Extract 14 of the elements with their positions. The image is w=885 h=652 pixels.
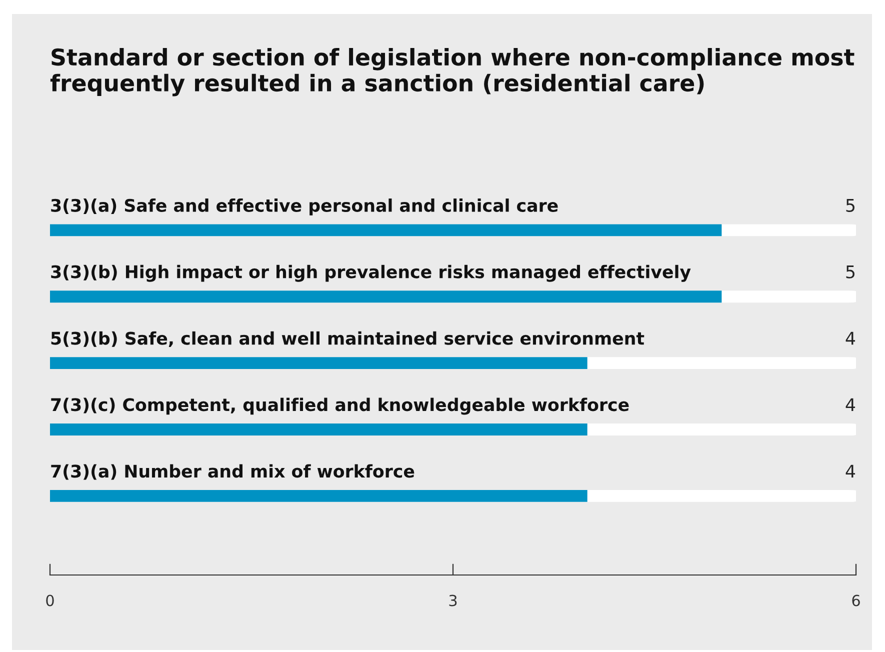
x-tick-label: 0 (46, 594, 54, 606)
data-label: 4 (846, 464, 856, 478)
y-tick-label: 3(3)(b) High impact or high prevalence risks managed effectively (51, 264, 691, 282)
data-label: 5 (846, 266, 854, 278)
y-tick-label: 5(3)(b) Safe, clean and well maintained service environment (51, 331, 644, 348)
data-label: 4 (846, 398, 856, 412)
x-tick-label: 3 (449, 594, 457, 606)
x-tick-label: 6 (852, 594, 860, 606)
y-tick-label: 3(3)(a) Safe and effective personal and clinical care (51, 198, 558, 216)
data-label: 5 (846, 199, 854, 212)
data-label: 4 (846, 332, 856, 345)
y-tick-label: 7(3)(a) Number and mix of workforce (51, 464, 414, 480)
chart-title: Standard or section of legislation where non-compliance most frequently resulted in a sanction (residential care) (50, 48, 854, 96)
y-tick-label: 7(3)(c) Competent, qualified and knowledgeable workforce (51, 398, 629, 415)
